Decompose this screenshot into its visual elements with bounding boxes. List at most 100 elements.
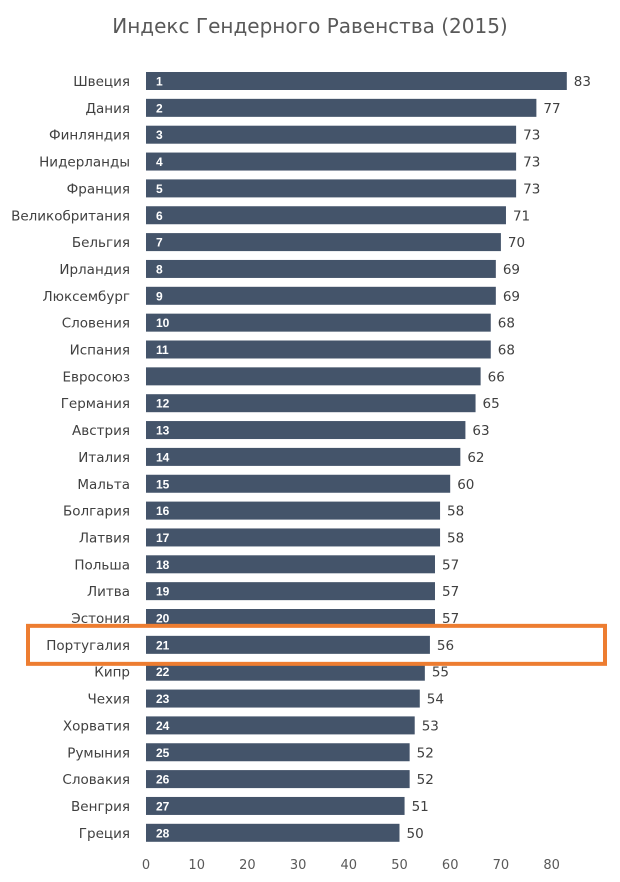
rank-label: 15	[156, 477, 170, 491]
bar-27	[146, 770, 410, 789]
category-label: Эстония	[71, 611, 130, 627]
value-label: 57	[442, 611, 459, 627]
value-label: 69	[503, 262, 520, 278]
bar-2	[146, 98, 537, 117]
rank-label: 6	[156, 209, 163, 223]
x-tick-label: 20	[239, 858, 256, 873]
value-label: 68	[498, 343, 515, 359]
value-label: 52	[417, 772, 434, 788]
category-label: Словения	[62, 316, 130, 332]
x-tick-label: 10	[188, 858, 205, 873]
value-label: 51	[412, 799, 429, 815]
category-label: Словакия	[62, 772, 130, 788]
value-label: 56	[437, 638, 454, 654]
value-label: 68	[498, 316, 515, 332]
value-label: 54	[427, 692, 444, 708]
category-label: Мальта	[77, 477, 130, 493]
rank-label: 22	[156, 665, 170, 679]
category-label: Хорватия	[63, 718, 130, 734]
value-label: 73	[523, 181, 540, 197]
bar-8	[146, 259, 496, 278]
category-label: Австрия	[72, 423, 130, 439]
rank-label: 23	[156, 692, 170, 706]
category-label: Великобритания	[11, 208, 130, 224]
rank-label: 2	[156, 101, 163, 115]
bar-4	[146, 152, 517, 171]
bar-28	[146, 796, 405, 815]
value-label: 65	[483, 396, 500, 412]
rank-label: 11	[156, 343, 169, 357]
bar-19	[146, 555, 435, 574]
category-label: Испания	[70, 343, 130, 359]
x-tick-label: 40	[341, 858, 358, 873]
value-label: 73	[523, 128, 540, 144]
rank-label: 7	[156, 236, 163, 250]
rank-label: 17	[156, 531, 170, 545]
category-label: Евросоюз	[62, 369, 130, 385]
rank-label: 14	[156, 450, 170, 464]
rank-label: 3	[156, 128, 163, 142]
bar-11	[146, 340, 491, 359]
category-label: Ирландия	[59, 262, 130, 278]
rank-label: 12	[156, 397, 170, 411]
bar-22	[146, 635, 430, 654]
rank-label: 18	[156, 558, 170, 572]
bar-25	[146, 716, 415, 735]
category-label: Нидерланды	[39, 155, 130, 171]
x-tick-label: 50	[391, 858, 408, 873]
value-label: 66	[488, 369, 505, 385]
rank-label: 27	[156, 799, 170, 813]
value-label: 57	[442, 557, 459, 573]
value-label: 73	[523, 155, 540, 171]
bar-9	[146, 286, 496, 305]
rank-label: 24	[156, 719, 170, 733]
bar-10	[146, 313, 491, 332]
bar-24	[146, 689, 420, 708]
category-label: Бельгия	[72, 235, 130, 251]
rank-label: 1	[156, 75, 163, 89]
category-label: Италия	[78, 450, 130, 466]
bar-1	[146, 72, 567, 90]
x-tick-label: 30	[290, 858, 307, 873]
highlight-box	[26, 623, 607, 666]
rank-label: 28	[156, 826, 170, 840]
bar-26	[146, 743, 410, 762]
category-label: Германия	[61, 396, 130, 412]
rank-label: 21	[156, 638, 170, 652]
rank-label: 16	[156, 504, 170, 518]
rank-label: 9	[156, 289, 163, 303]
bar-3	[146, 125, 517, 144]
value-label: 63	[472, 423, 489, 439]
bar-5	[146, 179, 517, 198]
category-label: Польша	[74, 557, 130, 573]
category-label: Кипр	[94, 665, 130, 681]
value-label: 83	[574, 74, 591, 90]
category-label: Франция	[67, 181, 130, 197]
bar-14	[146, 421, 466, 440]
category-label: Литва	[87, 584, 130, 600]
value-label: 60	[457, 477, 474, 493]
bar-18	[146, 528, 441, 547]
bar-6	[146, 206, 506, 225]
value-label: 55	[432, 665, 449, 681]
category-label: Швеция	[73, 74, 130, 90]
rank-label: 4	[156, 155, 163, 169]
value-label: 77	[543, 101, 560, 117]
x-tick-label: 80	[543, 858, 560, 873]
chart-title: Индекс Гендерного Равенства (2015)	[112, 14, 508, 38]
value-label: 58	[447, 504, 464, 520]
x-tick-label: 0	[142, 858, 150, 873]
value-label: 58	[447, 530, 464, 546]
rank-label: 26	[156, 773, 170, 787]
category-label: Чехия	[88, 692, 130, 708]
category-label: Финляндия	[49, 128, 130, 144]
category-label: Латвия	[79, 530, 130, 546]
x-tick-label: 60	[442, 858, 459, 873]
category-label: Греция	[79, 826, 130, 842]
value-label: 71	[513, 208, 530, 224]
category-label: Люксембург	[42, 289, 130, 305]
rank-label: 10	[156, 316, 170, 330]
category-label: Венгрия	[71, 799, 130, 815]
category-label: Дания	[85, 101, 130, 117]
